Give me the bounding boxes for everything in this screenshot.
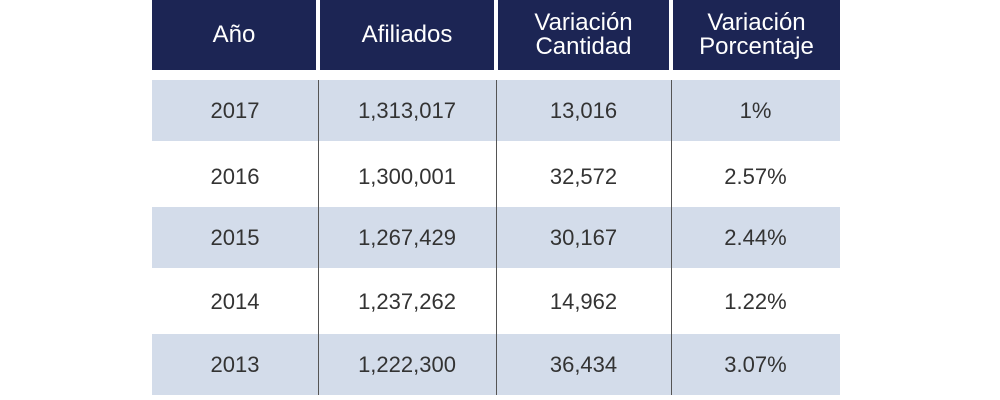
cell-afiliados: 1,222,300 [358, 351, 456, 377]
cell-year: 2013 [210, 351, 260, 377]
cell-variacion-porcentaje: 1% [739, 97, 772, 123]
column-divider [671, 80, 672, 395]
column-divider [318, 80, 319, 395]
cell-variacion-cantidad: 13,016 [549, 97, 618, 123]
cell-variacion-porcentaje: 2.44% [724, 224, 787, 250]
cell-variacion-porcentaje: 1.22% [724, 288, 787, 314]
cell-variacion-porcentaje: 3.07% [724, 351, 787, 377]
cell-afiliados: 1,267,429 [358, 224, 456, 250]
cell-variacion-porcentaje: 2.57% [724, 163, 787, 189]
cell-year: 2017 [210, 97, 260, 123]
cell-year: 2015 [210, 224, 260, 250]
header-afiliados: Afiliados [320, 0, 494, 70]
cell-variacion-cantidad: 32,572 [549, 163, 618, 189]
cell-variacion-cantidad: 30,167 [549, 224, 618, 250]
cell-variacion-cantidad: 36,434 [549, 351, 618, 377]
cell-year: 2014 [210, 288, 260, 314]
header-year: Año [152, 0, 316, 70]
table-row: 2016 1,300,001 32,572 2.57% [152, 146, 840, 207]
column-divider [496, 80, 497, 395]
cell-afiliados: 1,313,017 [358, 97, 456, 123]
cell-variacion-cantidad: 14,962 [549, 288, 618, 314]
cell-afiliados: 1,237,262 [358, 288, 456, 314]
cell-year: 2016 [210, 163, 260, 189]
table-header-row: Año Afiliados Variación Cantidad Variaci… [152, 0, 840, 70]
table-row: 2014 1,237,262 14,962 1.22% [152, 271, 840, 332]
header-variacion-cantidad: Variación Cantidad [498, 0, 669, 70]
cell-afiliados: 1,300,001 [358, 163, 456, 189]
header-variacion-porcentaje: Variación Porcentaje [673, 0, 840, 70]
statistics-table: Año Afiliados Variación Cantidad Variaci… [152, 0, 840, 395]
